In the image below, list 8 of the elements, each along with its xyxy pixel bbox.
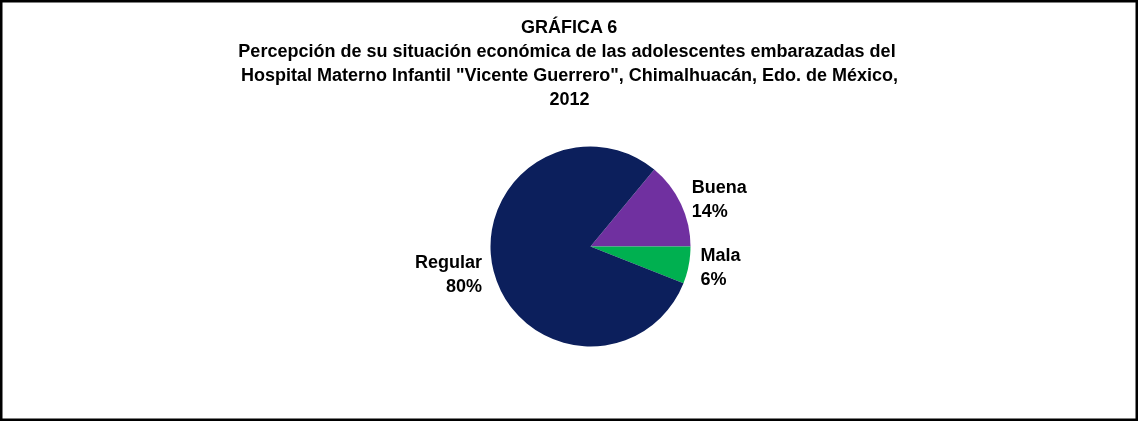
- chart-title: GRÁFICA 6: [521, 15, 618, 37]
- slice-label: Regular: [415, 252, 483, 273]
- slice-label: Mala: [700, 245, 742, 266]
- data-label: 80%: [445, 276, 483, 297]
- data-label: 6%: [700, 269, 727, 290]
- data-label: 14%: [691, 200, 728, 221]
- slice-label: Buena: [691, 176, 748, 197]
- chart-subtitle: Percepción de su situación económica de las adolescentes embarazadas del Hospital Materno Infantil "Vicente Guerrero", Chimalhuacán, Edo. de México, 2012: [238, 40, 898, 109]
